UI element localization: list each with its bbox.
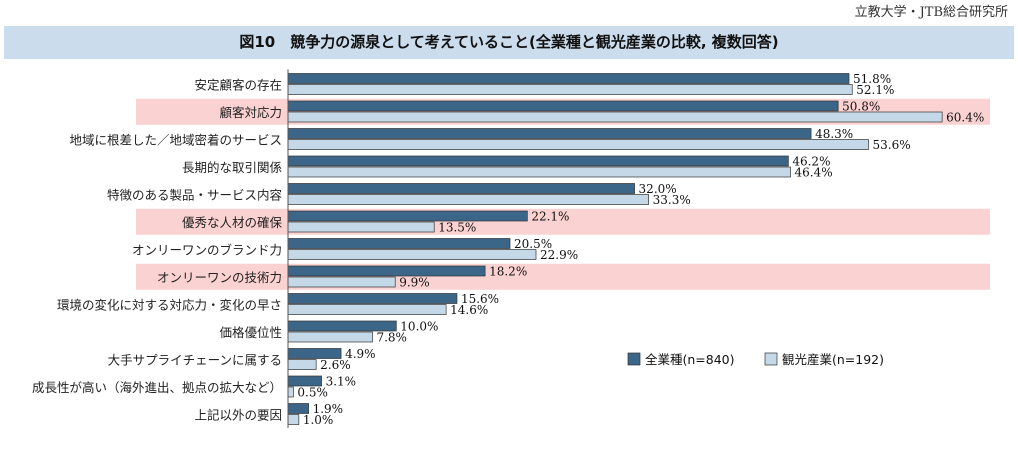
category-label: 大手サプライチェーンに属する: [108, 352, 282, 367]
bar-all-industries: [287, 265, 486, 277]
data-label: 22.9%: [540, 248, 578, 262]
bar-all-industries: [287, 293, 458, 304]
data-label: 60.4%: [946, 111, 984, 125]
bar-all-industries: [287, 238, 511, 249]
category-label: オンリーワンのブランド力: [132, 242, 282, 257]
data-label: 9.9%: [399, 276, 430, 290]
category-label: 長期的な取引関係: [182, 160, 282, 175]
data-label: 48.3%: [815, 127, 853, 141]
legend-label: 観光産業(n=192): [782, 352, 884, 367]
bar-tourism: [287, 166, 791, 178]
category-label: 顧客対応力: [219, 105, 282, 120]
data-label: 33.3%: [653, 193, 691, 207]
bar-tourism: [287, 331, 373, 343]
data-label: 46.4%: [795, 166, 833, 180]
data-label: 18.2%: [489, 265, 527, 279]
data-label: 22.1%: [531, 210, 569, 224]
category-label: 地域に根差した／地域密着のサービス: [69, 132, 282, 147]
data-label: 1.0%: [303, 413, 334, 427]
category-label: 価格優位性: [219, 325, 282, 340]
data-label: 1.9%: [313, 402, 344, 416]
bar-all-industries: [287, 73, 850, 84]
data-label: 15.6%: [461, 292, 499, 306]
data-label: 50.8%: [842, 100, 880, 114]
data-label: 13.5%: [438, 221, 476, 235]
legend-swatch: [627, 352, 641, 366]
category-label: 環境の変化に対する対応力・変化の早さ: [57, 297, 282, 312]
bar-all-industries: [287, 403, 309, 414]
title-band: 図10 競争力の源泉として考えていること(全業種と観光産業の比較, 複数回答): [4, 26, 1014, 59]
data-label: 4.9%: [345, 347, 376, 361]
bar-tourism: [287, 194, 649, 205]
source-credit: 立教大学・JTB総合研究所: [854, 5, 1008, 20]
data-label: 51.8%: [853, 72, 891, 86]
data-label: 10.0%: [400, 320, 438, 334]
bar-tourism: [287, 276, 396, 288]
data-label: 14.6%: [450, 303, 488, 317]
highlight-band: [136, 208, 990, 235]
chart-title: 図10 競争力の源泉として考えていること(全業種と観光産業の比較, 複数回答): [239, 33, 779, 51]
bar-tourism: [287, 359, 317, 370]
bar-tourism: [287, 249, 537, 260]
category-label: 成長性が高い（海外進出、拠点の拡大など）: [32, 380, 282, 395]
data-label: 32.0%: [639, 182, 677, 196]
data-label: 7.8%: [376, 331, 407, 345]
bar-tourism: [287, 221, 435, 233]
data-label: 46.2%: [792, 155, 830, 169]
highlight-band: [136, 263, 990, 290]
data-label: 0.5%: [297, 386, 328, 400]
category-label: 優秀な人材の確保: [182, 215, 283, 230]
bar-all-industries: [287, 348, 342, 359]
bar-tourism: [287, 304, 447, 315]
data-label: 20.5%: [514, 237, 552, 251]
data-label: 52.1%: [856, 83, 894, 97]
category-label: オンリーワンの技術力: [157, 270, 282, 285]
bar-all-industries: [287, 155, 789, 167]
category-label: 安定顧客の存在: [194, 77, 282, 92]
bar-tourism: [287, 139, 869, 150]
data-label: 3.1%: [326, 375, 357, 389]
bar-tourism: [287, 414, 300, 425]
bar-all-industries: [287, 210, 528, 222]
category-label: 上記以外の要因: [194, 407, 282, 422]
bar-all-industries: [287, 100, 839, 112]
bar-tourism: [287, 84, 853, 95]
bar-tourism: [287, 111, 943, 123]
bar-all-industries: [287, 128, 812, 139]
bar-tourism: [287, 386, 294, 398]
data-label: 2.6%: [320, 358, 351, 372]
data-label: 53.6%: [872, 138, 910, 152]
bar-all-industries: [287, 320, 397, 332]
legend-swatch: [764, 352, 778, 366]
legend-label: 全業種(n=840): [645, 352, 735, 367]
bar-all-industries: [287, 375, 322, 387]
bar-all-industries: [287, 183, 635, 194]
category-label: 特徴のある製品・サービス内容: [107, 187, 282, 202]
